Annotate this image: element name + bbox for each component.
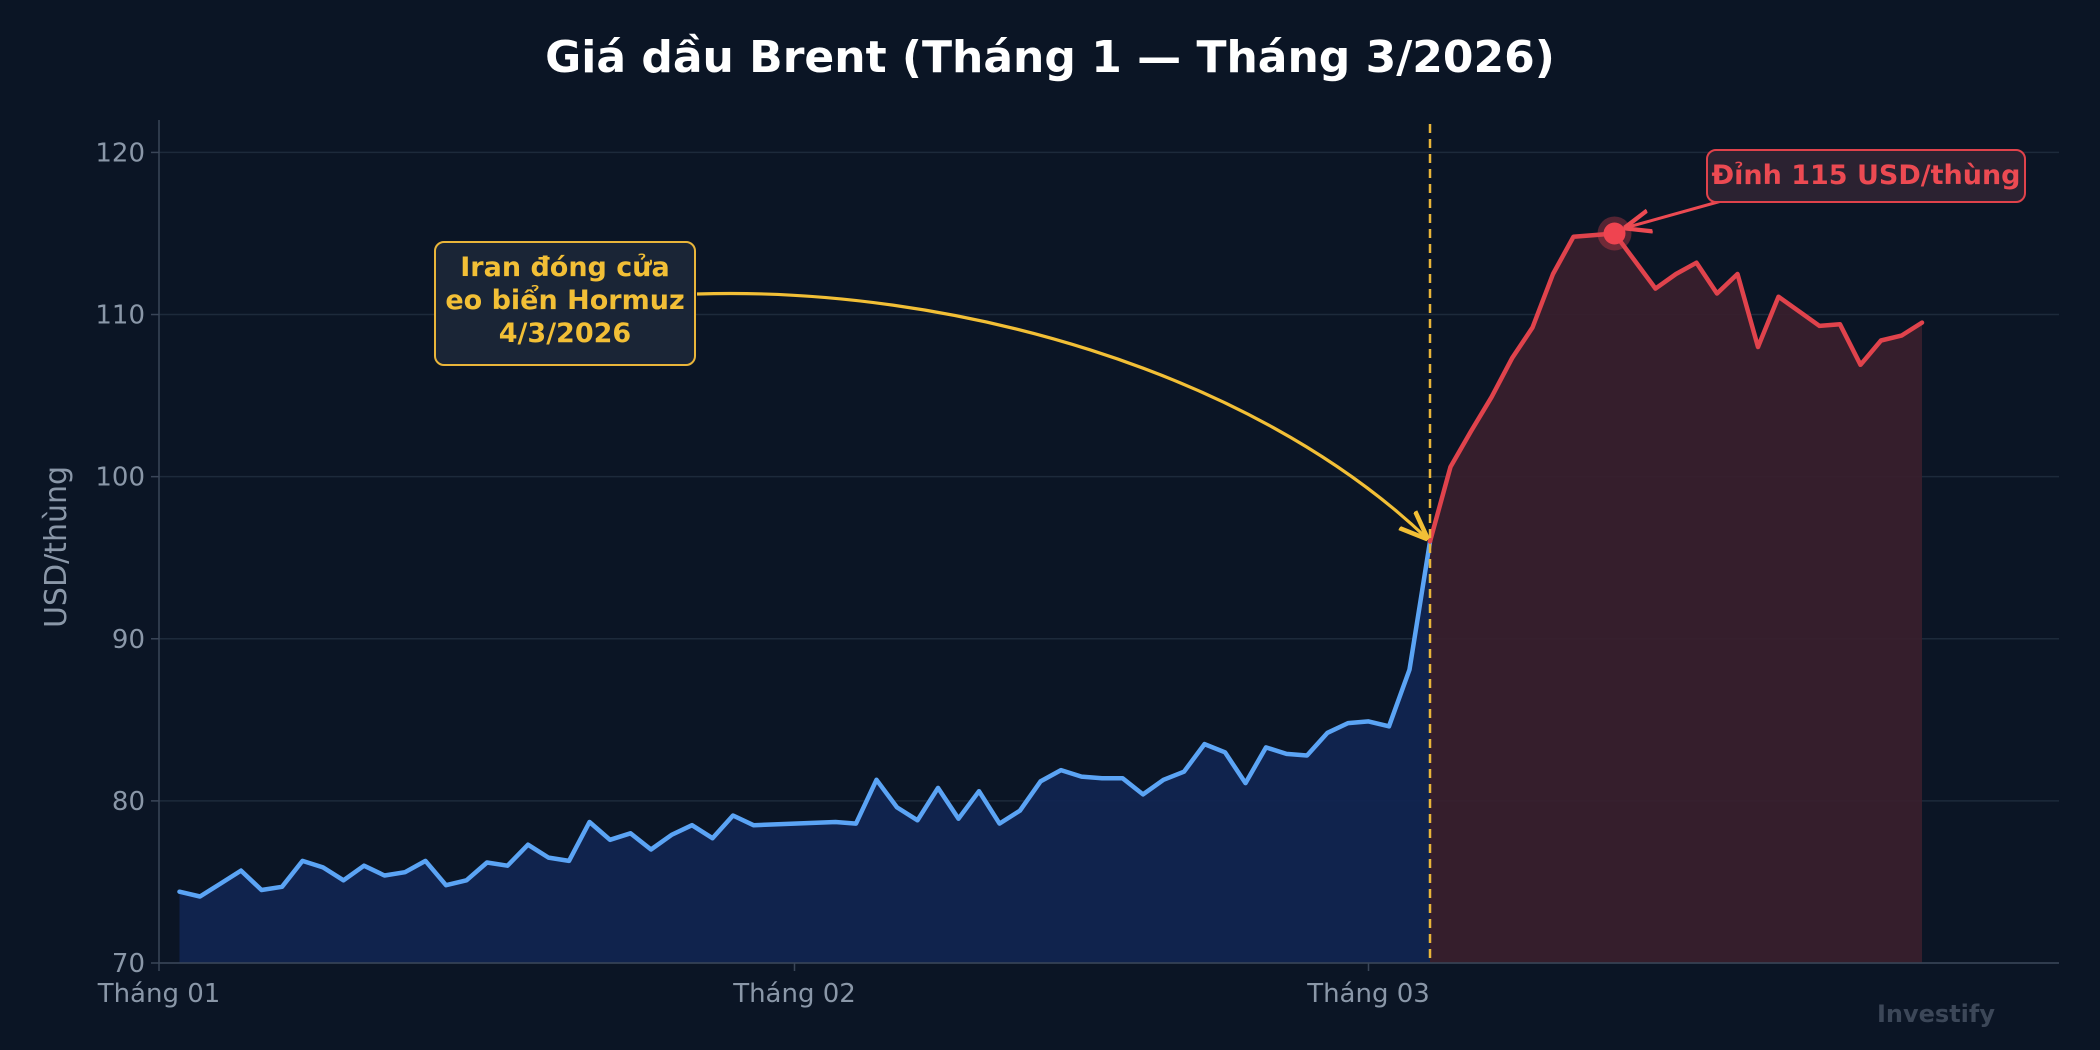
- peak-annotation-arrow: [1627, 198, 1726, 228]
- y-axis-label: USD/thùng: [39, 466, 74, 628]
- x-tick-label: Tháng 02: [732, 979, 856, 1009]
- event-annotation-line: eo biển Hormuz: [445, 285, 685, 316]
- watermark-logo: Investify: [1876, 1000, 1995, 1028]
- y-tick-label: 70: [112, 949, 145, 979]
- y-tick-label: 110: [95, 301, 145, 331]
- y-tick-label: 100: [95, 463, 145, 493]
- peak-annotation-box: Đỉnh 115 USD/thùng: [1706, 149, 2026, 203]
- axis-layer: 70 80 90 100 110 120 Tháng 01 Tháng 02 Tháng 03: [95, 120, 2059, 1009]
- series-line: [177, 539, 1433, 899]
- peak-annotation-label: Đỉnh 115 USD/thùng: [1711, 160, 2021, 191]
- y-tick-label: 90: [112, 625, 145, 655]
- annotation-layer: [696, 124, 1726, 963]
- series-area-fill: [1430, 233, 1922, 963]
- area-fill-layer: [179, 233, 1922, 963]
- event-annotation-box: Iran đóng cửa eo biển Hormuz 4/3/2026: [434, 241, 696, 366]
- y-tick-label: 120: [95, 138, 145, 168]
- series-line-layer: [177, 231, 1925, 899]
- event-annotation-line: 4/3/2026: [498, 318, 632, 349]
- y-tick-label: 80: [112, 787, 145, 817]
- event-annotation-arrow: [696, 291, 1426, 537]
- chart-title: Giá dầu Brent (Tháng 1 — Tháng 3/2026): [545, 32, 1555, 83]
- series-line: [1427, 231, 1925, 544]
- event-annotation-line: Iran đóng cửa: [460, 252, 670, 283]
- series-area-fill: [179, 541, 1430, 963]
- peak-marker: [1603, 222, 1626, 245]
- x-tick-label: Tháng 01: [97, 979, 221, 1009]
- x-tick-label: Tháng 03: [1306, 979, 1430, 1009]
